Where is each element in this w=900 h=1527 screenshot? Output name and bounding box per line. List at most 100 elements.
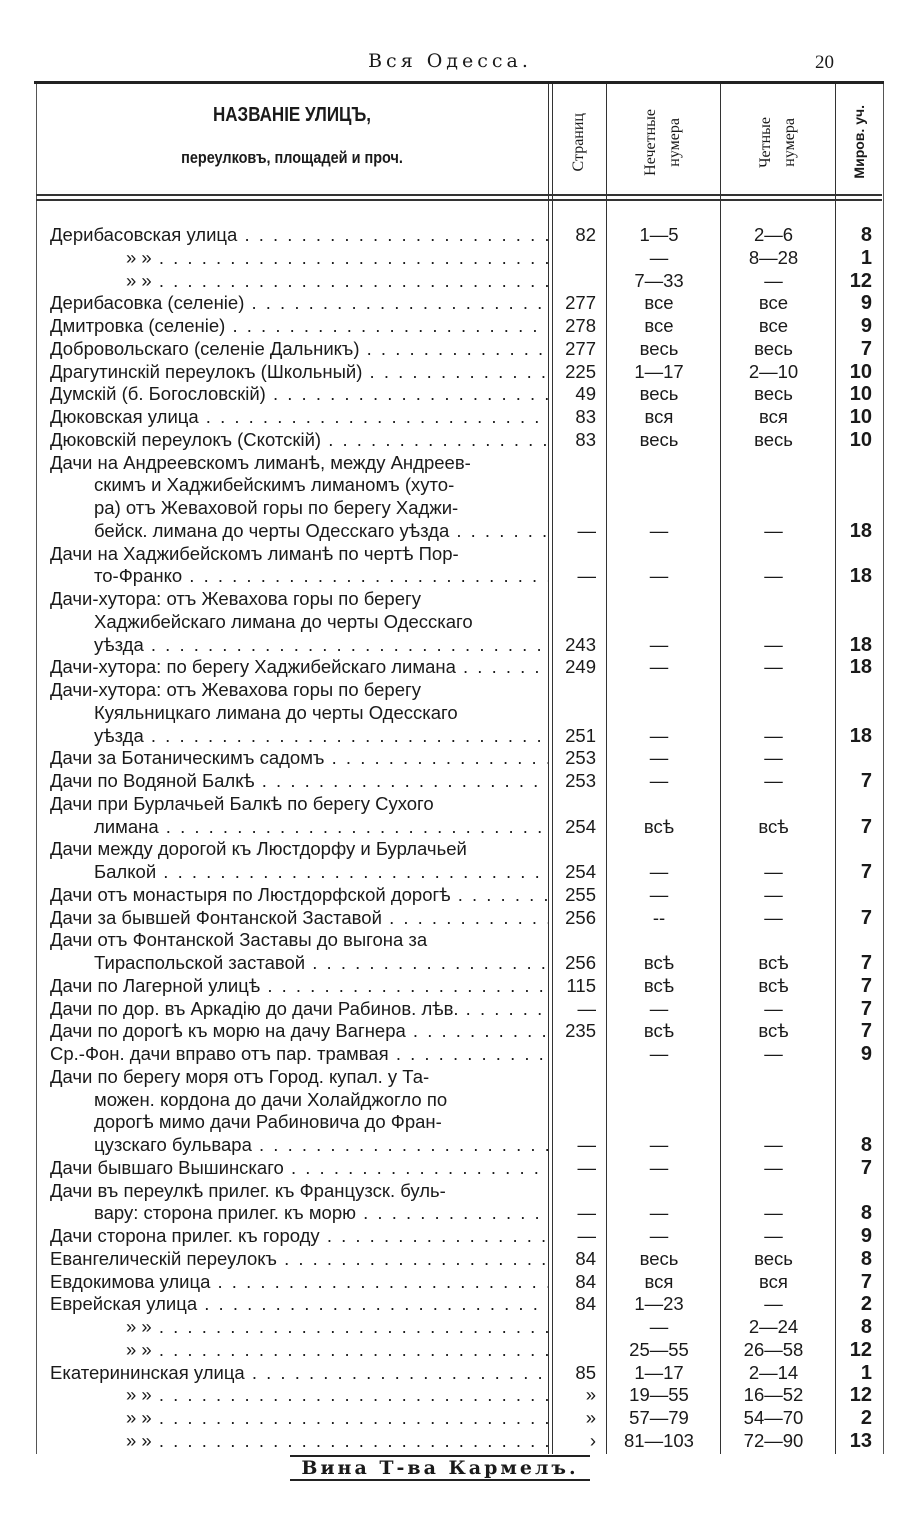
table-row: Дачи по дорогѣ къ морю на дачу Вагнера 23… <box>36 1020 882 1043</box>
table-row: Добровольскаго (селеніе Дальникъ) 277 весь… <box>36 338 882 361</box>
column-header-pages: Страниц <box>552 96 606 188</box>
table-row: Дачи по берегу моря отъ Город. купал. у … <box>36 1066 882 1157</box>
even-numbers-cell: — <box>764 1293 783 1315</box>
even-numbers-cell: — <box>764 861 783 882</box>
street-name: Дачи-хутора: по берегу Хаджибейскаго лим… <box>36 656 548 679</box>
district-cell: 18 <box>849 633 872 656</box>
even-numbers-cell: все <box>758 292 789 314</box>
column-header-name-subtitle: переулковъ, площадей и проч. <box>181 148 403 167</box>
even-numbers-cell: 72—90 <box>743 1429 804 1451</box>
street-name-line: можен. кордона до дачи Холайджогло по <box>94 1088 448 1110</box>
district-cell: 12 <box>849 1338 872 1361</box>
column-header-district: Миров. уч. <box>835 96 882 188</box>
pages-cell: — <box>577 1134 597 1155</box>
odd-numbers-cell: всѣ <box>643 1020 675 1042</box>
pages-cell: — <box>577 565 597 587</box>
odd-numbers-cell: весь <box>639 337 679 359</box>
table-row: Дачи за бывшей Фонтанской Заставой 256 -- —… <box>36 907 882 930</box>
street-name-line: уѣзда <box>36 725 548 748</box>
table-row: Дачи при Бурлачьей Балкѣ по берегу Сухог… <box>36 793 882 839</box>
odd-numbers-cell: — <box>649 633 669 655</box>
table-row: Евдокимова улица 84 вся вся 7 <box>36 1271 882 1294</box>
street-name: » » <box>36 1407 548 1430</box>
column-header-name-title: НАЗВАНІЕ УЛИЦЪ, <box>213 104 371 126</box>
pages-cell: 84 <box>575 1293 596 1315</box>
odd-numbers-cell: — <box>649 519 669 541</box>
street-name-line: Дачи между дорогой къ Люстдорфу и Бурлач… <box>50 838 467 860</box>
street-name-line: Дюковскій переулокъ (Скотскій) <box>36 429 548 452</box>
street-name-line: бейск. лимана до черты Одесскаго уѣзда <box>36 520 548 543</box>
even-numbers-cell: все <box>758 315 789 336</box>
even-numbers-cell: — <box>764 997 783 1019</box>
district-cell: 7 <box>860 974 872 997</box>
district-cell: 8 <box>860 1316 872 1338</box>
pages-cell <box>548 270 602 293</box>
district-cell: 9 <box>860 1043 872 1065</box>
pages-cell: 49 <box>575 383 596 405</box>
street-name-line: Драгутинскій переулокъ (Школьный) <box>36 361 548 384</box>
odd-numbers-cell: вся <box>644 1270 674 1292</box>
pages-cell: › <box>589 1429 596 1451</box>
table-row: » » — 8—28 1 <box>36 247 882 270</box>
pages-cell: 115 <box>566 974 597 996</box>
footer-advert: Вина Т-ва Кармелъ. <box>290 1455 590 1481</box>
odd-numbers-cell: — <box>649 747 669 769</box>
street-name-line: Дачи въ переулкѣ прилег. къ Французск. б… <box>50 1179 446 1201</box>
street-name-line: Евдокимова улица <box>36 1271 548 1294</box>
street-name: » » <box>36 270 548 293</box>
pages-cell: — <box>577 519 597 541</box>
odd-numbers-cell: — <box>649 861 669 882</box>
pages-cell: 249 <box>565 656 596 678</box>
even-numbers-cell: 2—14 <box>748 1361 799 1383</box>
street-name-line: » » <box>36 270 548 293</box>
column-divider <box>548 84 549 1454</box>
odd-numbers-cell: весь <box>639 383 679 405</box>
even-numbers-cell: — <box>764 1156 783 1178</box>
odd-numbers-cell: все <box>644 292 674 314</box>
odd-numbers-cell: — <box>649 1202 669 1224</box>
header-odd-line1: Нечетные <box>642 108 659 176</box>
district-cell: 18 <box>849 724 872 747</box>
street-name-line: цузскаго бульвара <box>36 1134 548 1157</box>
street-name-line: Дерибасовская улица <box>36 224 548 247</box>
district-cell: 18 <box>849 519 872 542</box>
pages-cell: 254 <box>565 861 596 882</box>
pages-cell: — <box>577 1225 597 1246</box>
street-name: Дачи на Андреевскомъ лиманѣ, между Андре… <box>36 452 548 543</box>
street-name-line: Дачи сторона прилег. къ городу <box>36 1225 548 1248</box>
even-numbers-cell: 2—6 <box>753 224 794 245</box>
even-numbers-cell: — <box>764 656 783 678</box>
even-numbers-cell: — <box>764 633 783 655</box>
pages-cell: 255 <box>565 883 596 905</box>
street-name-line: Дмитровка (селеніе) <box>36 315 548 338</box>
header-even-line1: Четные <box>756 116 774 168</box>
district-cell: 7 <box>860 952 872 974</box>
pages-cell: 256 <box>565 952 596 973</box>
street-name-line: Евангелическій переулокъ <box>36 1248 548 1271</box>
district-cell: 7 <box>860 1270 872 1293</box>
street-name: Думскій (б. Богословскій) <box>36 383 548 406</box>
even-numbers-cell: — <box>764 747 783 769</box>
table-body: Дерибасовская улица821—52—68» »—8—281» »… <box>36 224 882 1453</box>
even-numbers-cell: всѣ <box>758 1020 789 1042</box>
street-name-line: Дерибасовка (селеніе) <box>36 292 548 315</box>
odd-numbers-cell: — <box>649 656 669 678</box>
even-numbers-cell: — <box>764 269 783 291</box>
even-numbers-cell: вся <box>759 1270 788 1292</box>
district-cell: 7 <box>860 815 872 838</box>
street-name: » » <box>36 1316 548 1339</box>
column-header-even: Четные нумера <box>720 96 835 188</box>
pages-cell: 277 <box>565 292 596 314</box>
pages-cell: 83 <box>575 406 596 427</box>
street-name-line: Тираспольской заставой <box>36 952 548 975</box>
header-even-line2: нумера <box>780 117 798 167</box>
table-row: Дачи по дор. въ Аркадію до дачи Рабинов.… <box>36 998 882 1021</box>
street-name: » » <box>36 1384 548 1407</box>
table-row: Дачи по Водяной Балкѣ 253 — — 7 <box>36 770 882 793</box>
column-divider <box>606 84 607 1454</box>
even-numbers-cell: — <box>764 1225 783 1246</box>
street-name-line: » » <box>36 247 548 270</box>
odd-numbers-cell: все <box>644 315 674 336</box>
table-row: Дачи въ переулкѣ прилег. къ Французск. б… <box>36 1180 882 1226</box>
even-numbers-cell: весь <box>754 337 793 359</box>
